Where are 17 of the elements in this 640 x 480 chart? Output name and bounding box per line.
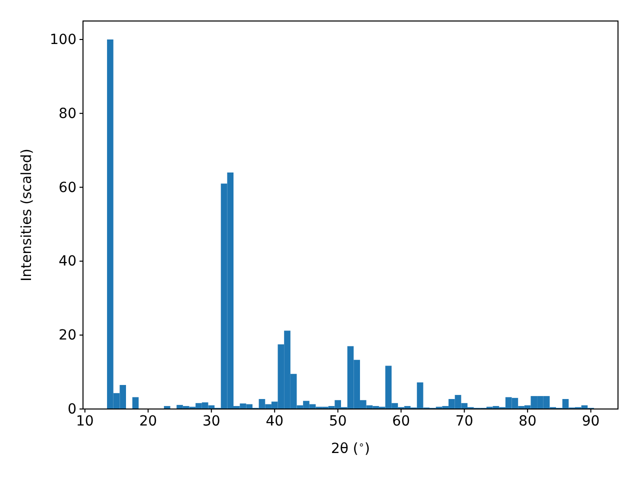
x-tick-label: 10 (76, 413, 94, 430)
y-tick-label: 40 (58, 254, 76, 270)
x-tick-label: 40 (266, 413, 284, 430)
x-tick-label: 30 (202, 413, 220, 430)
x-tick-label: 70 (455, 413, 474, 430)
y-tick-label: 80 (58, 106, 76, 122)
x-tick-label: 50 (328, 413, 347, 430)
y-tick-label: 100 (50, 32, 76, 48)
x-tick-label: 60 (392, 413, 410, 430)
x-tick-label: 80 (518, 413, 536, 430)
y-tick-label: 20 (58, 328, 76, 344)
y-tick-label: 60 (58, 180, 76, 196)
x-axis-title: 2θ ($^{∘}$) (331, 440, 370, 457)
y-axis-title: Intensities (scaled) (19, 148, 35, 282)
x-tick-label: 90 (582, 413, 600, 430)
y-tick-label: 0 (68, 401, 76, 418)
x-tick-label: 20 (139, 413, 158, 430)
